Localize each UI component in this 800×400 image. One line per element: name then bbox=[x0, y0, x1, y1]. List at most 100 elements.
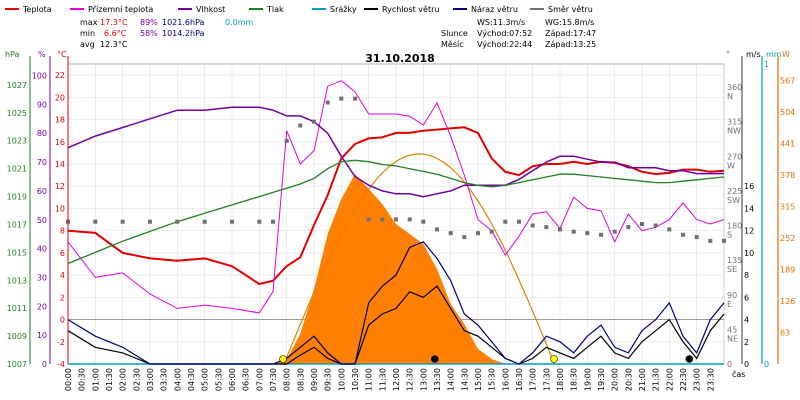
hpa-axis-tick-label: 1021 bbox=[7, 165, 27, 174]
x-tick-label: 20:00 bbox=[611, 368, 620, 391]
temp-axis-tick-label: 12 bbox=[55, 182, 65, 191]
moonset-info: Západ:13:25 bbox=[545, 40, 596, 49]
hpa-axis-tick-label: 1027 bbox=[7, 81, 27, 90]
dir-axis-name-label: SE bbox=[727, 265, 737, 274]
wind-axis-tick-label: 2 bbox=[744, 338, 749, 347]
x-tick-label: 00:00 bbox=[64, 368, 73, 391]
x-tick-label: 21:30 bbox=[652, 368, 661, 391]
axis-title-wind: m/s bbox=[746, 50, 761, 59]
astro-marker bbox=[279, 355, 287, 363]
x-tick-label: 19:00 bbox=[583, 368, 592, 391]
stats-max-label: max bbox=[80, 18, 98, 27]
temp-axis-tick-label: -2 bbox=[57, 338, 65, 347]
wind-axis-tick-label: 16 bbox=[744, 182, 754, 191]
x-tick-label: 21:00 bbox=[638, 368, 647, 391]
wind-direction-point bbox=[571, 229, 576, 234]
x-tick-label: 12:00 bbox=[392, 368, 401, 391]
x-tick-label: 00:30 bbox=[78, 368, 87, 391]
x-tick-label: 02:00 bbox=[119, 368, 128, 391]
dir-axis-tick-label: 315 bbox=[727, 118, 742, 127]
wind-direction-point bbox=[175, 219, 180, 224]
rain-axis-tick-label: 1 bbox=[764, 60, 769, 69]
temp-axis-tick-label: 22 bbox=[55, 71, 65, 80]
dir-axis-name-label: S bbox=[727, 231, 732, 240]
series-line bbox=[67, 80, 725, 314]
astro-marker bbox=[685, 355, 694, 363]
wind-axis-tick-label: 4 bbox=[744, 316, 749, 325]
legend: Teplota Přízemní teplota Vlhkost Tlak Srážky… bbox=[5, 5, 593, 14]
wind-direction-point bbox=[93, 219, 98, 224]
legend-label: Vlhkost bbox=[196, 5, 225, 14]
hpa-axis-tick-label: 1015 bbox=[7, 248, 27, 257]
solar-axis-tick-label: 567 bbox=[780, 77, 795, 86]
temp-axis-tick-label: 4 bbox=[60, 271, 65, 280]
x-tick-label: 05:30 bbox=[214, 368, 223, 391]
dir-axis-name-label: E bbox=[727, 300, 732, 309]
legend-label: Směr větru bbox=[548, 5, 593, 14]
x-tick-label: 19:30 bbox=[597, 368, 606, 391]
hpa-axis-tick-label: 1019 bbox=[7, 193, 27, 202]
wind-axis-tick-label: 10 bbox=[744, 249, 754, 258]
wind-direction-point bbox=[202, 219, 207, 224]
x-tick-label: 22:30 bbox=[679, 368, 688, 391]
wind-direction-point bbox=[407, 217, 412, 222]
wind-direction-point bbox=[230, 219, 234, 224]
temp-axis-tick-label: 14 bbox=[55, 160, 65, 169]
dir-axis-tick-label: 360 bbox=[727, 83, 742, 92]
legend-label: Teplota bbox=[22, 5, 52, 14]
plot-area bbox=[66, 63, 726, 365]
astro-marker bbox=[550, 355, 558, 363]
x-tick-label: 08:00 bbox=[283, 368, 292, 391]
wind-axis-tick-label: 12 bbox=[744, 227, 754, 236]
x-tick-label: 18:00 bbox=[556, 368, 565, 391]
dir-axis-tick-label: 45 bbox=[727, 325, 737, 334]
x-tick-label: 02:30 bbox=[132, 368, 141, 391]
x-tick-label: 03:00 bbox=[146, 368, 155, 391]
x-tick-label: 18:30 bbox=[570, 368, 579, 391]
wind-direction-point bbox=[694, 235, 699, 240]
x-tick-label: 10:00 bbox=[337, 368, 346, 391]
hpa-axis-tick-label: 1007 bbox=[7, 360, 27, 369]
chart-title: 31.10.2018 bbox=[365, 52, 435, 65]
time-axis-label: čas bbox=[732, 369, 745, 379]
axis-title-temp: °C bbox=[57, 50, 67, 59]
series-line bbox=[67, 106, 724, 198]
wind-direction-point bbox=[558, 227, 562, 232]
x-tick-label: 16:00 bbox=[501, 368, 510, 391]
temp-axis-tick-label: -4 bbox=[57, 360, 65, 369]
wind-direction-point bbox=[530, 223, 535, 228]
stats-min-temp: 6.6°C bbox=[104, 29, 127, 38]
x-tick-label: 07:00 bbox=[255, 368, 264, 391]
dir-axis-tick-label: 225 bbox=[727, 187, 742, 196]
wind-direction-point bbox=[517, 219, 521, 224]
temp-axis-tick-label: 16 bbox=[55, 138, 65, 147]
x-tick-label: 09:00 bbox=[310, 368, 319, 391]
solar-axis-tick-label: 126 bbox=[780, 297, 795, 306]
rain-axis-tick-label: 0 bbox=[764, 360, 769, 369]
dir-axis-name-label: NW bbox=[727, 127, 741, 136]
x-tick-label: 15:00 bbox=[474, 368, 483, 391]
dir-axis-tick-label: 270 bbox=[727, 152, 742, 161]
x-tick-label: 13:00 bbox=[419, 368, 428, 391]
series-lines bbox=[66, 80, 726, 365]
axis-title-rain: mm bbox=[766, 50, 782, 59]
wind-axis-tick-label: 14 bbox=[744, 204, 754, 213]
wind-direction-point bbox=[380, 217, 385, 222]
x-tick-label: 03:30 bbox=[160, 368, 169, 391]
solar-axis-tick-label: 441 bbox=[780, 140, 795, 149]
solar-axis-tick-label: 315 bbox=[780, 203, 795, 212]
solar-axis-tick-label: 63 bbox=[780, 329, 790, 338]
x-tick-label: 05:00 bbox=[201, 368, 210, 391]
wind-direction-point bbox=[544, 225, 549, 230]
axes: 1007100910111013101510171019102110231025… bbox=[7, 56, 795, 369]
wind-direction-point bbox=[366, 217, 371, 222]
wind-speed-info: WS:11.3m/s bbox=[477, 18, 525, 27]
hpa-axis-tick-label: 1017 bbox=[7, 220, 27, 229]
hpa-axis-tick-label: 1009 bbox=[7, 332, 27, 341]
solar-axis-tick-label: 189 bbox=[780, 266, 795, 275]
stats-min-hum: 58% bbox=[140, 29, 158, 38]
solar-theoretical-curve bbox=[283, 153, 556, 365]
series-line bbox=[67, 159, 725, 265]
astro-markers bbox=[279, 355, 694, 363]
x-tick-label: 01:00 bbox=[91, 368, 100, 391]
